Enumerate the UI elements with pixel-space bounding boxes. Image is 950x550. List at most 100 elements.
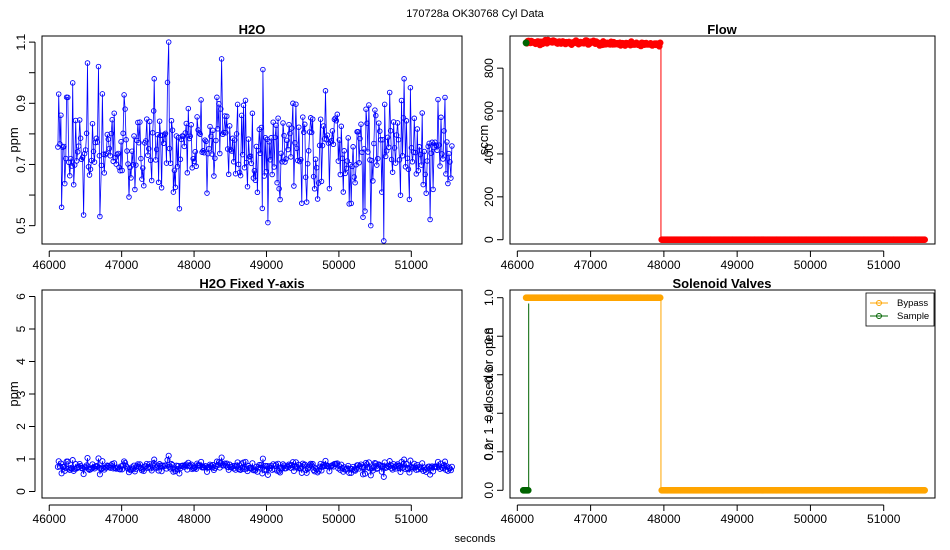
data-point (337, 171, 344, 178)
data-point (270, 119, 276, 125)
data-point (68, 155, 74, 162)
data-point (369, 467, 376, 474)
data-point (101, 170, 108, 176)
data-point (379, 189, 385, 195)
legend-box (865, 292, 935, 327)
data-point (249, 110, 256, 117)
panel-title-solenoid: Solenoid Valves (673, 276, 772, 291)
data-point (131, 468, 138, 475)
x-tick-label: 46000 (501, 512, 535, 526)
data-point (299, 200, 305, 206)
data-point (376, 120, 382, 126)
x-tick-label: 51000 (395, 512, 429, 526)
y-tick-label: 0 (14, 488, 28, 495)
data-point (438, 114, 444, 121)
data-point (153, 146, 160, 153)
data-point (334, 111, 341, 118)
x-tick-label: 49000 (250, 512, 284, 526)
data-point (305, 148, 312, 154)
data-point (292, 140, 298, 146)
data-point (399, 153, 406, 159)
data-point (119, 167, 125, 174)
data-point (248, 160, 255, 167)
y-tick-label: 4 (14, 358, 28, 365)
x-tick-label: 50000 (322, 512, 356, 526)
y-tick-label: 600 (482, 101, 496, 121)
data-point (310, 173, 317, 180)
panel-title-h2o-fixed: H2O Fixed Y-axis (199, 276, 304, 291)
data-point (140, 165, 146, 171)
initial-point (522, 39, 530, 47)
data-point (408, 145, 415, 151)
data-point (218, 106, 224, 112)
data-point (72, 117, 79, 124)
data-point (371, 140, 377, 147)
data-point (95, 63, 102, 70)
data-point (162, 462, 169, 469)
data-point (163, 160, 170, 166)
data-point (421, 148, 427, 155)
data-point (167, 160, 174, 166)
data-point (258, 124, 265, 131)
data-point (318, 178, 325, 185)
y-tick-label: 1.1 (14, 33, 28, 50)
data-point (152, 157, 159, 163)
legend-bypass-label: Bypass (897, 298, 928, 309)
y-tick-label: 0.8 (482, 328, 496, 345)
y-tick-label: 2 (14, 423, 28, 430)
data-point (67, 172, 73, 179)
data-point (443, 171, 449, 177)
data-point (125, 469, 133, 476)
data-point (361, 146, 367, 152)
series-flow (522, 36, 929, 243)
data-point (288, 154, 294, 160)
y-tick-label: 6 (14, 293, 28, 300)
data-point (91, 159, 98, 165)
data-point (242, 458, 249, 465)
data-point (304, 465, 311, 472)
data-point (114, 151, 120, 158)
panel-h2o-fixed: H2O Fixed Y-axis ppm 46000 47000 48000 4900… (6, 276, 463, 526)
data-point (250, 467, 257, 474)
data-point (221, 129, 227, 136)
data-point (65, 94, 71, 101)
data-point (198, 97, 204, 103)
data-point (168, 117, 175, 124)
data-point (390, 119, 397, 125)
data-point (385, 144, 392, 151)
data-point (368, 222, 374, 229)
data-point (377, 128, 383, 134)
data-point (136, 139, 142, 146)
x-tick-label: 51000 (867, 258, 901, 272)
data-point (274, 179, 280, 186)
data-point (213, 137, 219, 144)
data-point (116, 164, 122, 171)
y-tick-label: 0.4 (482, 405, 496, 422)
data-point (222, 113, 228, 119)
data-point (163, 465, 170, 472)
data-point (418, 162, 425, 168)
data-point (122, 106, 128, 112)
data-point (162, 130, 169, 137)
data-point (61, 143, 67, 150)
data-point (159, 462, 166, 469)
panel-title-flow: Flow (707, 22, 737, 37)
data-point (351, 174, 357, 180)
data-point (77, 135, 84, 141)
data-point (87, 166, 94, 172)
data-point (422, 171, 428, 178)
data-point (258, 461, 265, 468)
data-point (259, 205, 266, 212)
data-point (423, 468, 430, 475)
data-point (317, 116, 324, 122)
data-point (98, 162, 105, 169)
figure-suptitle: 170728a OK30768 Cyl Data (406, 8, 544, 20)
data-point (191, 158, 197, 165)
data-point (307, 460, 314, 467)
data-point (298, 156, 304, 163)
data-point (386, 458, 393, 465)
data-point (198, 458, 205, 465)
data-point (126, 194, 132, 200)
data-point (151, 76, 157, 82)
data-point (434, 147, 440, 154)
